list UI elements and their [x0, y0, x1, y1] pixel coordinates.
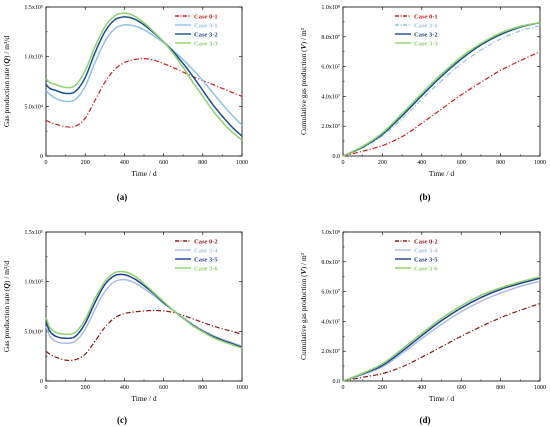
panel-label: (d) — [420, 415, 431, 425]
x-tick-label: 200 — [81, 385, 90, 391]
series-line-case-0-2 — [342, 302, 541, 382]
series-line-case-0-1 — [342, 51, 541, 157]
panel-label: (b) — [420, 192, 431, 202]
series-line-case-3-3 — [342, 21, 541, 157]
x-tick-label: 400 — [417, 160, 426, 166]
series-line-case-3-2 — [342, 21, 541, 157]
y-tick-label: 6.0x10⁷ — [321, 290, 340, 296]
y-tick-label: 8.0x10⁷ — [321, 35, 340, 41]
y-tick-label: 0.0 — [333, 379, 341, 385]
x-tick-label: 200 — [378, 385, 387, 391]
series-line-case-3-2 — [45, 16, 243, 137]
x-tick-label: 600 — [457, 385, 466, 391]
x-axis-label: Time / d — [429, 169, 454, 178]
x-tick-label: 600 — [159, 160, 168, 166]
x-tick-label: 400 — [417, 385, 426, 391]
series-line-case-3-1 — [342, 25, 541, 157]
x-tick-label: 800 — [198, 385, 207, 391]
y-tick-label: 2.0x10⁷ — [321, 124, 340, 130]
chart-panel-d: 0 200 400 600 800 1000 0.0 2.0x10⁷ 4.0x10⁷ 6.0x10… — [299, 230, 546, 425]
panel-label: (c) — [117, 415, 127, 425]
series-line-case-0-1 — [45, 58, 243, 128]
chart-panel-c: 0 200 400 600 800 1000 0 5.0x10⁴ 1.0x10⁵ 1.5x10⁵ T… — [2, 230, 248, 425]
x-tick-label: 0 — [45, 160, 48, 166]
y-tick-label: 1.0x10⁸ — [321, 230, 340, 236]
plot-frame — [342, 231, 541, 382]
y-axis-label: Gas production rate (Q) / m³/d — [2, 36, 11, 127]
legend-label: Case 0-2 — [194, 238, 218, 245]
y-tick-label: 8.0x10⁷ — [321, 260, 340, 266]
x-tick-label: 1000 — [236, 385, 248, 391]
y-tick-label: 4.0x10⁷ — [321, 94, 340, 100]
x-tick-label: 600 — [457, 160, 466, 166]
legend-label: Case 3-1 — [414, 22, 438, 29]
x-tick-label: 800 — [496, 160, 505, 166]
legend-label: Case 3-4 — [414, 247, 438, 254]
series-line-case-3-1 — [45, 23, 243, 126]
y-tick-label: 0 — [40, 154, 43, 160]
series-line-case-0-2 — [45, 309, 243, 362]
series-line-case-3-6 — [342, 275, 541, 382]
x-axis-label: Time / d — [131, 394, 156, 403]
x-tick-label: 1000 — [236, 160, 248, 166]
y-tick-label: 1.0x10⁵ — [24, 280, 43, 286]
legend-label: Case 3-1 — [194, 22, 218, 29]
x-tick-label: 200 — [378, 160, 387, 166]
x-tick-label: 0 — [45, 385, 48, 391]
y-axis-label: Gas production rate (Q) / m³/d — [2, 261, 11, 352]
series-line-case-3-5 — [45, 273, 243, 348]
legend-label: Case 3-6 — [414, 265, 438, 272]
y-tick-label: 1.5x10⁵ — [24, 5, 43, 11]
plot-frame — [45, 231, 243, 382]
y-tick-label: 0.0 — [333, 154, 341, 160]
legend-label: Case 0-2 — [414, 238, 438, 245]
y-tick-label: 1.0x10⁸ — [321, 5, 340, 11]
y-tick-label: 1.0x10⁵ — [24, 55, 43, 61]
x-tick-label: 400 — [120, 385, 129, 391]
legend-label: Case 3-2 — [194, 31, 218, 38]
series-line-case-3-4 — [45, 278, 243, 347]
legend-label: Case 3-5 — [414, 256, 438, 263]
x-tick-label: 200 — [81, 160, 90, 166]
y-tick-label: 4.0x10⁷ — [321, 319, 340, 325]
x-tick-label: 800 — [198, 160, 207, 166]
legend-label: Case 3-3 — [414, 40, 438, 47]
y-tick-label: 0 — [40, 379, 43, 385]
x-tick-label: 400 — [120, 160, 129, 166]
x-axis-label: Time / d — [429, 394, 454, 403]
x-tick-label: 0 — [342, 160, 345, 166]
x-tick-label: 600 — [159, 385, 168, 391]
series-line-case-3-4 — [342, 280, 541, 382]
y-axis-label: Cumulative gas production (V) / m³ — [299, 27, 308, 135]
y-tick-label: 5.0x10⁴ — [24, 104, 43, 110]
legend-label: Case 3-4 — [194, 247, 218, 254]
series-line-case-3-3 — [45, 12, 243, 141]
legend-label: Case 3-5 — [194, 256, 218, 263]
y-tick-label: 1.5x10⁵ — [24, 230, 43, 236]
y-tick-label: 2.0x10⁷ — [321, 349, 340, 355]
x-tick-label: 0 — [342, 385, 345, 391]
chart-panel-a: 0 200 400 600 800 1000 0 5.0x10⁴ 1.0x10⁵ 1.5x10⁵ T… — [2, 5, 248, 202]
series-line-case-3-5 — [342, 277, 541, 382]
series-line-case-3-6 — [45, 270, 243, 349]
legend-label: Case 3-6 — [194, 265, 218, 272]
legend-label: Case 0-1 — [414, 13, 438, 20]
chart-panel-b: 0 200 400 600 800 1000 0.0 2.0x10⁷ 4.0x10⁷ 6.0x10… — [299, 5, 546, 202]
x-axis-label: Time / d — [131, 169, 156, 178]
panel-label: (a) — [117, 192, 128, 202]
x-tick-label: 1000 — [534, 385, 546, 391]
x-tick-label: 800 — [496, 385, 505, 391]
y-axis-label: Cumulative gas production (V) / m³ — [299, 252, 308, 360]
x-tick-label: 1000 — [534, 160, 546, 166]
y-tick-label: 6.0x10⁷ — [321, 65, 340, 71]
legend-label: Case 3-2 — [414, 31, 438, 38]
legend-label: Case 3-3 — [194, 40, 218, 47]
y-tick-label: 5.0x10⁴ — [24, 329, 43, 335]
legend-label: Case 0-1 — [194, 13, 218, 20]
